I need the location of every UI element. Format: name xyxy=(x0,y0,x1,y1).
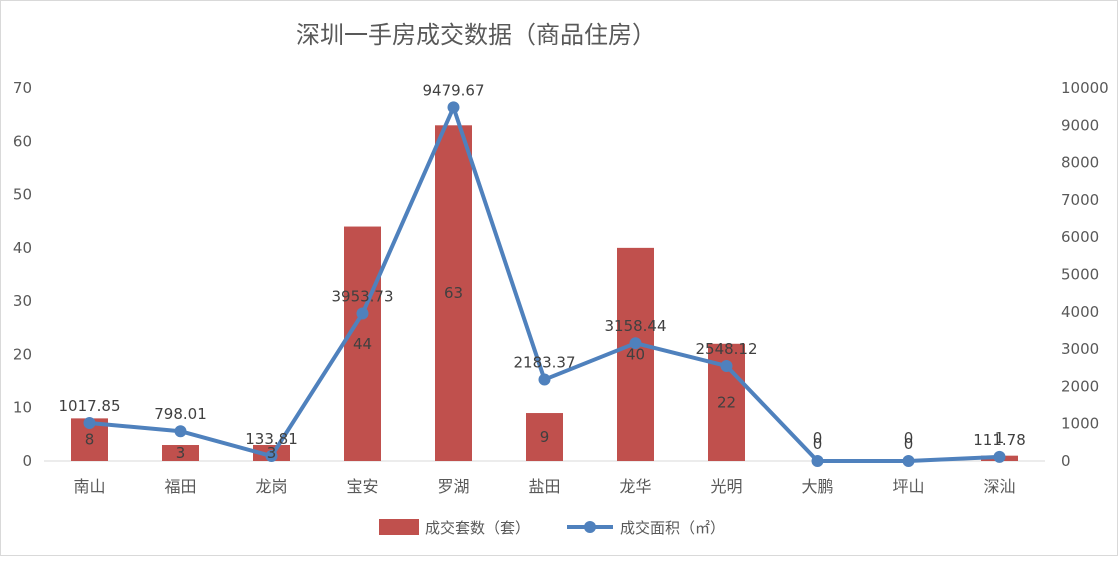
line-marker xyxy=(811,455,824,467)
bar-value-label: 0 xyxy=(904,429,914,447)
x-category-label: 坪山 xyxy=(892,477,924,496)
line-marker xyxy=(902,455,915,467)
line-marker xyxy=(174,425,187,438)
bar xyxy=(162,445,199,461)
line-marker xyxy=(356,307,369,320)
y-right-tick-label: 10000 xyxy=(1061,79,1109,97)
bar-value-label: 9 xyxy=(540,428,550,446)
legend: 成交套数（套） 成交面积（㎡） xyxy=(379,519,725,537)
legend-line-label: 成交面积（㎡） xyxy=(620,519,725,537)
y-right-tick-label: 3000 xyxy=(1061,340,1099,358)
bar-series xyxy=(71,125,1018,462)
bar-value-label: 63 xyxy=(444,284,463,302)
y-left-tick-label: 20 xyxy=(13,345,32,363)
chart-title: 深圳一手房成交数据（商品住房） xyxy=(296,21,656,49)
line-value-label: 133.81 xyxy=(245,430,298,448)
line-value-label: 2548.12 xyxy=(695,340,757,358)
y-right-tick-label: 6000 xyxy=(1061,228,1099,246)
x-category-label: 罗湖 xyxy=(437,477,469,496)
axes: 0102030405060700100020003000400050006000… xyxy=(13,79,1109,496)
bar xyxy=(617,247,654,461)
line-value-label: 1017.85 xyxy=(58,397,120,415)
x-category-label: 宝安 xyxy=(346,477,378,496)
bar xyxy=(435,125,472,462)
y-left-tick-label: 60 xyxy=(13,132,32,150)
x-category-label: 龙岗 xyxy=(255,477,287,496)
line-value-label: 798.01 xyxy=(154,405,207,423)
x-category-label: 光明 xyxy=(710,477,742,496)
line-value-label: 3158.44 xyxy=(604,317,666,335)
y-left-tick-label: 0 xyxy=(22,452,32,470)
y-right-tick-label: 5000 xyxy=(1061,266,1099,284)
line-series xyxy=(83,101,1006,467)
y-left-tick-label: 30 xyxy=(13,292,32,310)
y-right-tick-label: 4000 xyxy=(1061,303,1099,321)
bar-value-label: 8 xyxy=(85,431,95,449)
line-marker xyxy=(83,417,96,430)
y-right-tick-label: 7000 xyxy=(1061,191,1099,209)
x-category-label: 盐田 xyxy=(528,477,560,496)
legend-bar-label: 成交套数（套） xyxy=(425,519,530,537)
y-left-tick-label: 10 xyxy=(13,399,32,417)
y-right-tick-label: 9000 xyxy=(1061,116,1099,134)
x-category-label: 大鹏 xyxy=(801,477,833,496)
line-value-label: 2183.37 xyxy=(513,354,575,372)
line-marker xyxy=(538,373,551,386)
y-right-tick-label: 1000 xyxy=(1061,415,1099,433)
x-category-label: 南山 xyxy=(73,477,105,496)
y-left-tick-label: 40 xyxy=(13,239,32,257)
y-right-tick-label: 0 xyxy=(1061,452,1071,470)
line-marker xyxy=(447,101,460,114)
line-marker xyxy=(993,450,1006,463)
line-marker xyxy=(629,337,642,350)
bar-value-label: 22 xyxy=(717,393,736,411)
x-category-label: 深汕 xyxy=(983,477,1015,496)
line-path xyxy=(87,105,1002,463)
bar-value-label: 44 xyxy=(353,335,372,353)
bar-value-label: 3 xyxy=(267,444,277,462)
y-right-tick-label: 2000 xyxy=(1061,377,1099,395)
line-value-label: 9479.67 xyxy=(422,81,484,99)
bar xyxy=(344,226,381,461)
bar-value-label: 0 xyxy=(813,429,823,447)
line-marker xyxy=(720,359,733,372)
legend-bar-swatch xyxy=(379,519,419,535)
y-left-tick-label: 50 xyxy=(13,186,32,204)
bar-value-label: 3 xyxy=(176,444,186,462)
bar-value-label: 40 xyxy=(626,345,645,363)
y-left-tick-label: 70 xyxy=(13,79,32,97)
line-value-label: 0 xyxy=(904,435,914,453)
line-value-label: 111.78 xyxy=(973,431,1026,449)
x-category-label: 福田 xyxy=(164,477,196,496)
x-category-label: 龙华 xyxy=(619,477,651,496)
line-marker xyxy=(265,450,278,463)
bar xyxy=(526,413,563,461)
y-right-tick-label: 8000 xyxy=(1061,154,1099,172)
line-value-label: 0 xyxy=(813,435,823,453)
legend-line-marker xyxy=(584,521,596,533)
line-value-label: 3953.73 xyxy=(331,288,393,306)
bar-value-label: 1 xyxy=(995,429,1005,447)
